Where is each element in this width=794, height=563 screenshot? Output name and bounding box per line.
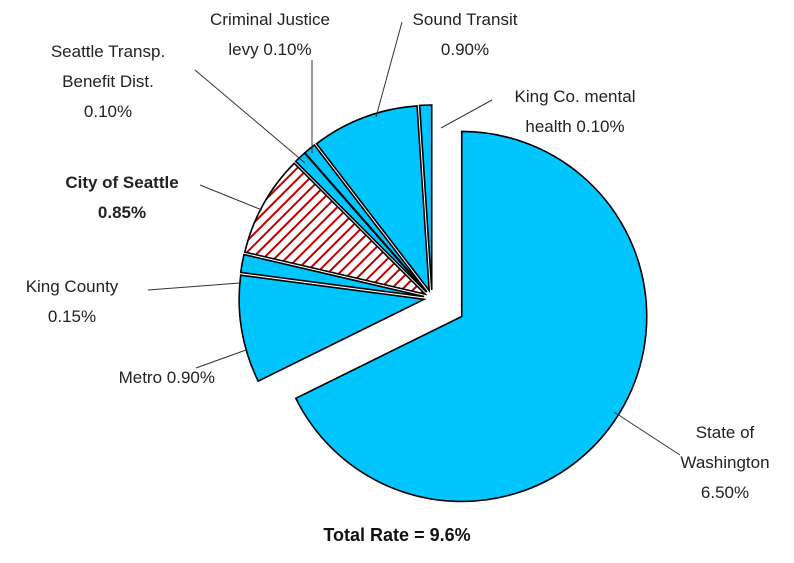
category-name: King County: [25, 277, 119, 296]
category-name: State of Washington: [680, 423, 770, 472]
value-label: 6.50%: [700, 483, 750, 502]
category-name: Sound Transit: [412, 10, 518, 29]
pie-slice: [294, 130, 648, 503]
category-name: Metro: [118, 368, 163, 387]
pie-slice: [303, 143, 428, 293]
slice-label: City of Seattle 0.85%: [52, 168, 192, 228]
chart-title: Total Rate = 9.6%: [323, 525, 471, 545]
leader-line: [440, 99, 493, 129]
pie-slice: [239, 253, 425, 298]
leader-line: [375, 21, 403, 118]
value-label: 0.10%: [576, 117, 625, 136]
leader-line: [147, 282, 241, 291]
value-label: 0.85%: [97, 203, 147, 222]
pie-slice: [238, 274, 427, 383]
value-label: 0.90%: [440, 40, 490, 59]
category-name: City of Seattle: [65, 173, 179, 192]
pie-slice: [418, 104, 433, 291]
slice-label: Criminal Justice levy 0.10%: [198, 5, 343, 65]
leader-line: [194, 69, 306, 164]
slice-label: Sound Transit 0.90%: [403, 5, 528, 65]
category-name: Criminal Justice levy: [210, 10, 330, 59]
leader-line: [195, 349, 247, 369]
slice-label: State of Washington 6.50%: [670, 418, 780, 508]
category-name: King Co. mental health: [514, 87, 636, 136]
leader-line: [613, 411, 681, 456]
slice-label: King Co. mental health 0.10%: [505, 82, 645, 142]
value-label: 0.15%: [47, 307, 97, 326]
pie-slice: [243, 162, 428, 296]
category-name: Seattle Transp. Benefit Dist.: [50, 42, 166, 91]
value-label: 0.10%: [263, 40, 312, 59]
value-label: 0.90%: [166, 368, 215, 387]
slice-label: Seattle Transp. Benefit Dist. 0.10%: [41, 37, 176, 127]
pie-slice: [315, 105, 431, 294]
slice-label: King County 0.15%: [12, 272, 132, 332]
slice-label: Metro 0.90%: [65, 363, 215, 393]
value-label: 0.10%: [83, 102, 133, 121]
leader-line: [199, 184, 263, 211]
